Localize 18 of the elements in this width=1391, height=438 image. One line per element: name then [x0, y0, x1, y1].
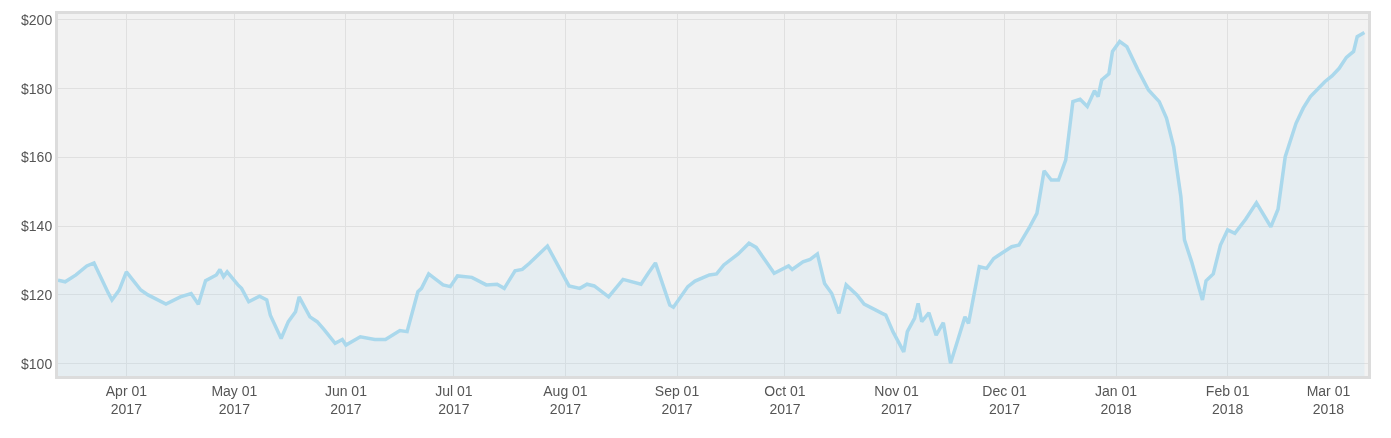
- y-tick-label: $100: [21, 355, 53, 372]
- y-tick-label: $140: [21, 218, 53, 235]
- x-tick-label: Aug 01 2017: [543, 382, 588, 417]
- y-tick-label: $160: [21, 149, 53, 166]
- x-tick-label: Jun 01 2017: [324, 382, 368, 417]
- x-tick-label: Nov 01 2017: [874, 382, 919, 417]
- x-tick-label: Sep 01 2017: [654, 382, 700, 417]
- x-tick-label: Jan 01 2018: [1095, 382, 1138, 417]
- y-tick-label: $120: [21, 286, 53, 303]
- y-tick-label: $200: [21, 11, 53, 28]
- x-tick-label: Mar 01 2018: [1306, 382, 1351, 417]
- x-tick-label: Feb 01 2018: [1205, 382, 1250, 417]
- x-tick-label: May 01 2017: [211, 382, 258, 417]
- x-tick-label: Oct 01 2017: [764, 382, 806, 417]
- x-tick-label: Dec 01 2017: [982, 382, 1027, 417]
- y-tick-label: $180: [21, 80, 53, 97]
- x-tick-label: Jul 01 2017: [435, 382, 473, 417]
- x-tick-label: Apr 01 2017: [105, 382, 148, 417]
